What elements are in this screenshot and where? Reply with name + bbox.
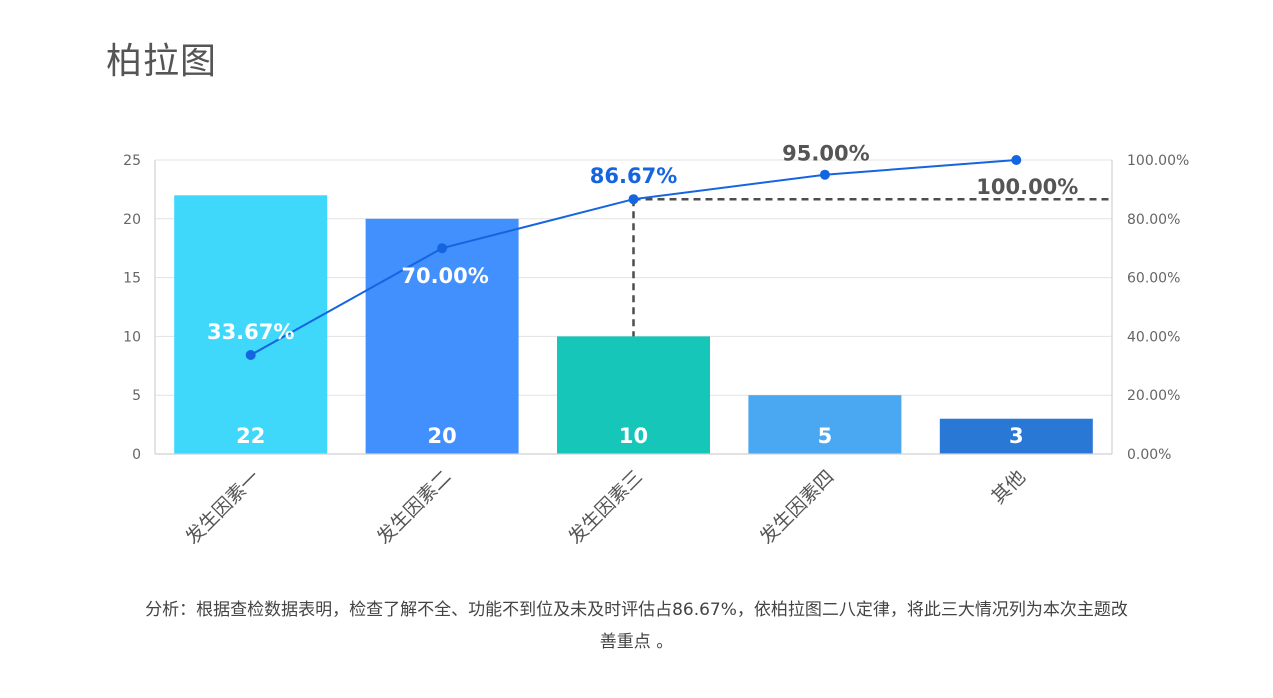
labels: 22 20 10 5 3 33.67% 70.00% 86.67% 95.00% 100.00% — [207, 142, 1078, 448]
category-tick-label: 发生因素二 — [373, 466, 456, 549]
right-axis-tick-label: 80.00% — [1127, 212, 1180, 228]
page-title: 柏拉图 — [106, 41, 218, 82]
bars — [174, 195, 1093, 454]
left-axis-tick-label: 10 — [123, 329, 141, 345]
bar — [939, 418, 1093, 454]
cumulative-line — [245, 155, 1022, 361]
right-axis-tick-label: 40.00% — [1127, 329, 1180, 345]
category-tick-label: 其他 — [987, 466, 1029, 508]
right-axis-tick-label: 0.00% — [1127, 447, 1171, 463]
category-tick-label: 发生因素三 — [564, 466, 647, 549]
pareto-chart: 0 5 10 15 20 25 0.00% 20.00% 40.00% 60.00% 80.00% 1… — [123, 142, 1189, 549]
bar — [557, 336, 710, 454]
cumulative-percent-label: 70.00% — [401, 264, 488, 288]
right-axis-tick-label: 100.00% — [1127, 153, 1189, 169]
cumulative-point — [437, 243, 448, 254]
bar-value-label: 22 — [236, 424, 265, 448]
cumulative-point — [1011, 155, 1022, 165]
category-tick-label: 发生因素四 — [756, 466, 839, 549]
cumulative-percent-label: 33.67% — [207, 320, 294, 344]
cumulative-point — [819, 169, 830, 180]
cumulative-point — [628, 194, 639, 205]
threshold-lines — [632, 197, 1112, 337]
bar-value-label: 3 — [1009, 424, 1024, 448]
right-axis-tick-label: 60.00% — [1127, 271, 1180, 287]
left-axis-tick-label: 25 — [123, 153, 141, 169]
bar-value-label: 5 — [818, 424, 833, 448]
left-axis-tick-label: 5 — [132, 388, 141, 404]
cumulative-percent-label: 95.00% — [782, 142, 869, 166]
right-axis-tick-label: 20.00% — [1127, 388, 1180, 404]
cumulative-point — [245, 350, 256, 361]
bar-value-label: 20 — [427, 424, 456, 448]
category-tick-label: 发生因素一 — [181, 466, 264, 549]
analysis-text: 分析：根据查检数据表明，检查了解不全、功能不到位及未及时评估占86.67%，依柏… — [145, 600, 1128, 652]
bar-value-label: 10 — [619, 424, 648, 448]
cumulative-percent-label: 86.67% — [590, 164, 677, 188]
left-axis-tick-label: 15 — [123, 271, 141, 287]
bar — [365, 218, 519, 454]
bar — [174, 195, 328, 454]
left-axis-tick-label: 0 — [132, 447, 141, 463]
left-axis-tick-label: 20 — [123, 212, 141, 228]
cumulative-percent-label: 100.00% — [976, 175, 1078, 199]
bar — [748, 395, 902, 454]
